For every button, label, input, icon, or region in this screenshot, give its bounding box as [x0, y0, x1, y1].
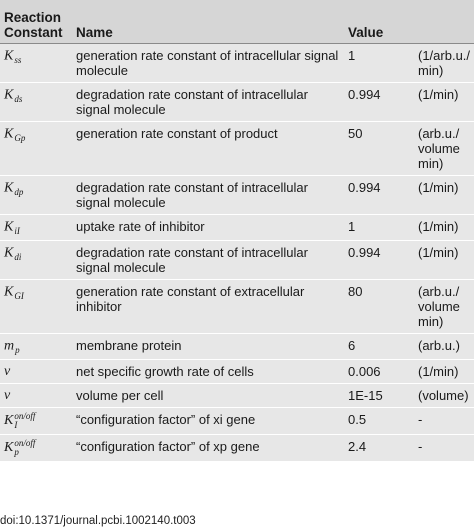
cell-unit: (1/min)	[414, 175, 474, 215]
cell-symbol: K GI	[0, 279, 72, 334]
cell-value: 1	[344, 43, 414, 83]
symbol-subscript: iI	[14, 226, 20, 236]
symbol-base: K	[4, 87, 14, 103]
cell-unit: (1/min)	[414, 240, 474, 280]
cell-symbol: v	[0, 383, 72, 408]
symbol-base: K	[4, 413, 14, 429]
cell-unit: (volume)	[414, 383, 474, 408]
header-unit	[414, 0, 474, 44]
cell-name: “configuration factor” of xi gene	[72, 407, 344, 435]
symbol-subscript: di	[14, 252, 22, 262]
symbol-base: ν	[4, 364, 11, 379]
cell-value: 50	[344, 121, 414, 176]
table-row: v volume per cell 1E-15 (volume)	[0, 383, 474, 408]
symbol-subscript: ds	[14, 94, 23, 104]
cell-unit: (arb.u./ volume min)	[414, 279, 474, 334]
cell-unit: -	[414, 407, 474, 435]
symbol-subscript: I	[14, 420, 18, 430]
symbol-base: K	[4, 284, 14, 300]
symbol-base: m	[4, 338, 15, 354]
cell-value: 0.994	[344, 82, 414, 122]
cell-value: 2.4	[344, 434, 414, 461]
cell-name: membrane protein	[72, 333, 344, 360]
symbol-base: K	[4, 180, 14, 196]
cell-name: degradation rate constant of intracellul…	[72, 240, 344, 280]
symbol-base: K	[4, 48, 14, 64]
cell-unit: (1/min)	[414, 214, 474, 241]
table-row: m p membrane protein 6 (arb.u.)	[0, 333, 474, 360]
cell-name: net specific growth rate of cells	[72, 359, 344, 384]
symbol-superscript: on/off	[14, 411, 36, 421]
cell-name: uptake rate of inhibitor	[72, 214, 344, 241]
cell-symbol: K Gp	[0, 121, 72, 176]
symbol-subscript: p	[15, 345, 20, 355]
cell-value: 0.994	[344, 175, 414, 215]
symbol-base: K	[4, 245, 14, 261]
cell-symbol: ν	[0, 359, 72, 384]
cell-name: degradation rate constant of intracellul…	[72, 82, 344, 122]
cell-name: volume per cell	[72, 383, 344, 408]
header-value: Value	[344, 0, 414, 44]
symbol-superscript: on/off	[14, 438, 36, 448]
table-row: ν net specific growth rate of cells 0.006(…	[0, 359, 474, 384]
table-row: K GI generation rate constant of extracell…	[0, 279, 474, 334]
header-name: Name	[72, 0, 344, 44]
cell-unit: (arb.u./ volume min)	[414, 121, 474, 176]
cell-unit: (1/min)	[414, 359, 474, 384]
header-constant: Reaction Constant	[0, 0, 72, 44]
cell-unit: -	[414, 434, 474, 461]
cell-name: “configuration factor” of xp gene	[72, 434, 344, 461]
cell-unit: (1/arb.u./ min)	[414, 43, 474, 83]
symbol-subscript: p	[14, 447, 19, 457]
symbol-subscript: Gp	[14, 133, 26, 143]
cell-value: 6	[344, 333, 414, 360]
symbol-subscript: ss	[14, 55, 22, 65]
symbol-subscript: GI	[14, 291, 24, 301]
cell-value: 0.994	[344, 240, 414, 280]
cell-unit: (1/min)	[414, 82, 474, 122]
cell-name: generation rate constant of extracellula…	[72, 279, 344, 334]
header-row: Reaction Constant Name Value	[0, 0, 474, 44]
symbol-base: K	[4, 219, 14, 235]
cell-name: degradation rate constant of intracellul…	[72, 175, 344, 215]
doi-caption: doi:10.1371/journal.pcbi.1002140.t003	[0, 515, 196, 527]
symbol-base: K	[4, 126, 14, 142]
cell-unit: (arb.u.)	[414, 333, 474, 360]
cell-name: generation rate constant of intracellula…	[72, 43, 344, 83]
cell-value: 80	[344, 279, 414, 334]
cell-value: 1E-15	[344, 383, 414, 408]
cell-value: 0.006	[344, 359, 414, 384]
symbol-base: K	[4, 440, 14, 456]
cell-value: 1	[344, 214, 414, 241]
cell-name: generation rate constant of product	[72, 121, 344, 176]
symbol-subscript: dp	[14, 187, 24, 197]
table-row: K Gp generation rate constant of product 50…	[0, 121, 474, 176]
symbol-base: v	[4, 388, 11, 403]
cell-value: 0.5	[344, 407, 414, 435]
